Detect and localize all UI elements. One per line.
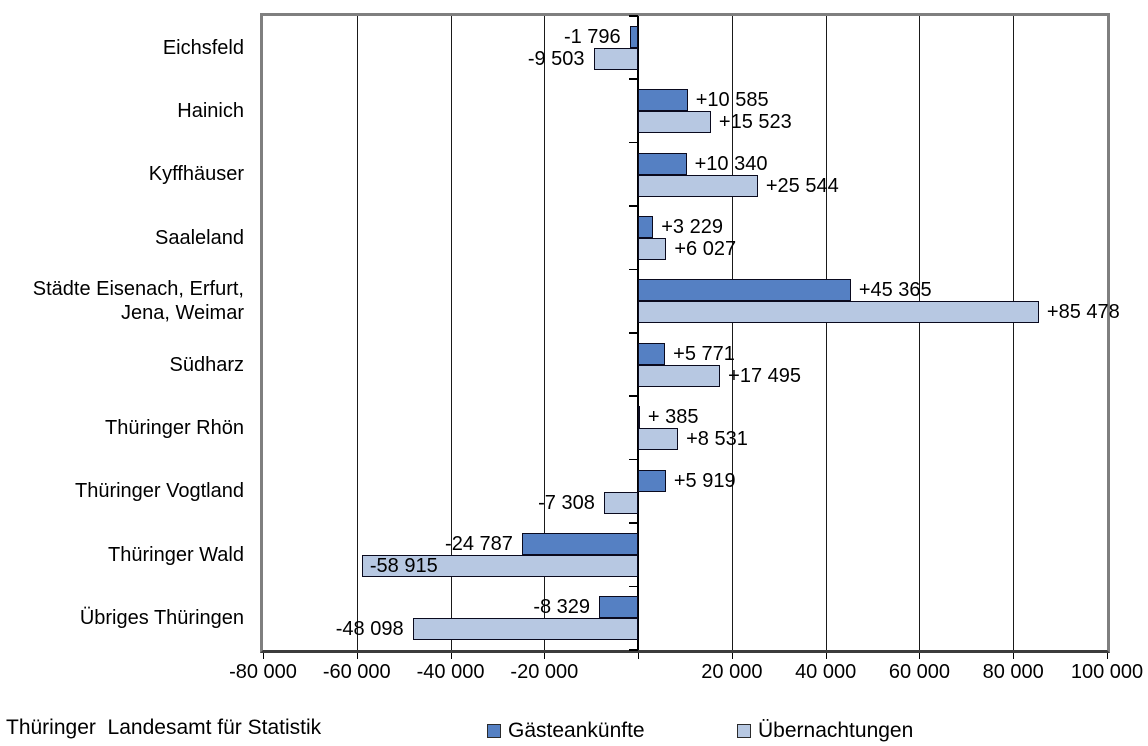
- x-axis-tick--60000: [356, 653, 358, 659]
- bar-label-gaesteankuenfte-6: + 385: [647, 406, 699, 429]
- bar-label-uebernachtungen-6: +8 531: [686, 428, 748, 451]
- x-axis-tick-label--60000: -60 000: [322, 661, 391, 683]
- bar-label-uebernachtungen-2: +25 544: [765, 174, 839, 197]
- category-axis-tick-3: [629, 205, 639, 207]
- category-label-5: Südharz: [169, 353, 245, 376]
- category-axis-tick-2: [629, 141, 639, 144]
- bar-uebernachtungen-5: [638, 364, 721, 387]
- legend-label-gaesteankuenfte: Gästeankünfte: [508, 719, 645, 742]
- category-axis-tick-0: [629, 15, 639, 17]
- x-axis-tick-100000: [1107, 653, 1108, 659]
- x-axis-tick-label-40000: 40 000: [795, 661, 857, 683]
- x-axis-tick-label--80000: -80 000: [229, 661, 297, 683]
- category-label-6: Thüringer Rhön: [105, 417, 244, 440]
- bar-label-gaesteankuenfte-5: +5 771: [673, 342, 735, 365]
- bar-uebernachtungen-7: [603, 491, 639, 514]
- bar-uebernachtungen-0: [593, 47, 639, 70]
- x-axis-tick-40000: [825, 653, 827, 659]
- category-axis-tick-1: [629, 78, 639, 80]
- gridline--60000: [356, 16, 358, 650]
- gridline-60000: [919, 16, 921, 650]
- bar-gaesteankuenfte-8: [521, 532, 639, 555]
- bar-gaesteankuenfte-1: [638, 89, 688, 112]
- bar-gaesteankuenfte-9: [599, 596, 639, 619]
- gridline-20000: [731, 16, 733, 650]
- bar-label-uebernachtungen-1: +15 523: [718, 111, 792, 134]
- category-label-2: Kyffhäuser: [148, 163, 244, 186]
- x-axis-tick-label-20000: 20 000: [701, 661, 763, 683]
- bar-uebernachtungen-9: [412, 618, 639, 641]
- category-label-9: Übriges Thüringen: [79, 607, 244, 630]
- category-label-4: Städte Eisenach, Erfurt, Jena, Weimar: [32, 278, 244, 325]
- gridline--20000: [544, 16, 546, 650]
- bar-label-gaesteankuenfte-0: -1 796: [563, 25, 621, 48]
- category-label-7: Thüringer Vogtland: [74, 480, 244, 503]
- bar-uebernachtungen-6: [638, 428, 679, 451]
- bar-gaesteankuenfte-3: [638, 215, 654, 238]
- bar-label-uebernachtungen-0: -9 503: [527, 47, 585, 70]
- category-axis-tick-7: [629, 458, 639, 461]
- x-axis-tick-60000: [919, 653, 921, 659]
- bar-label-uebernachtungen-8: -58 915: [369, 554, 438, 577]
- gridline-40000: [825, 16, 827, 650]
- category-axis-tick-5: [629, 332, 639, 334]
- x-axis-tick-label-80000: 80 000: [982, 661, 1044, 683]
- category-label-1: Hainich: [177, 100, 244, 123]
- bar-gaesteankuenfte-7: [638, 469, 666, 492]
- x-axis-tick--80000: [263, 653, 264, 659]
- bar-label-uebernachtungen-5: +17 495: [728, 364, 801, 387]
- legend-swatch-gaesteankuenfte-icon: [487, 724, 501, 738]
- category-label-8: Thüringer Wald: [108, 543, 244, 566]
- zero-axis-line: [637, 16, 640, 650]
- x-axis-tick-label-100000: 100 000: [1070, 661, 1144, 683]
- legend-swatch-uebernachtungen-icon: [737, 724, 751, 738]
- bar-uebernachtungen-2: [638, 174, 758, 197]
- bar-label-uebernachtungen-4: +85 478: [1046, 301, 1120, 324]
- category-axis-tick-10: [629, 649, 639, 651]
- category-axis-tick-6: [629, 395, 639, 397]
- x-axis-tick-0: [638, 653, 640, 659]
- bar-uebernachtungen-8: [361, 554, 639, 577]
- gridline-80000: [1013, 16, 1015, 650]
- bar-label-uebernachtungen-7: -7 308: [538, 491, 595, 514]
- legend-item-uebernachtungen: Übernachtungen: [737, 718, 913, 744]
- category-label-3: Saaleland: [155, 226, 244, 249]
- x-axis-tick-80000: [1013, 653, 1015, 659]
- category-axis-tick-4: [629, 268, 639, 271]
- bar-gaesteankuenfte-4: [638, 279, 851, 302]
- legend-label-uebernachtungen: Übernachtungen: [758, 719, 914, 742]
- bar-uebernachtungen-1: [638, 111, 711, 134]
- bar-label-uebernachtungen-9: -48 098: [335, 618, 404, 641]
- x-axis-tick-label--20000: -20 000: [510, 661, 579, 683]
- legend-item-gaesteankuenfte: Gästeankünfte: [487, 718, 645, 744]
- bar-label-gaesteankuenfte-1: +10 585: [695, 89, 769, 112]
- bar-label-gaesteankuenfte-2: +10 340: [694, 152, 768, 175]
- x-axis-tick-label--40000: -40 000: [416, 661, 485, 683]
- bar-gaesteankuenfte-0: [629, 25, 639, 48]
- bar-label-gaesteankuenfte-8: -24 787: [445, 532, 513, 555]
- bar-label-uebernachtungen-3: +6 027: [674, 237, 737, 260]
- x-axis-tick--40000: [450, 653, 452, 659]
- category-axis-tick-9: [629, 585, 639, 588]
- bar-gaesteankuenfte-6: [638, 406, 641, 429]
- bar-uebernachtungen-4: [638, 301, 1039, 324]
- bar-uebernachtungen-3: [638, 237, 667, 260]
- category-axis-tick-8: [629, 522, 639, 524]
- x-axis-tick-label-60000: 60 000: [888, 661, 951, 683]
- bar-label-gaesteankuenfte-4: +45 365: [858, 279, 932, 302]
- x-axis-tick-20000: [731, 653, 733, 659]
- bar-gaesteankuenfte-2: [638, 152, 687, 175]
- bar-label-gaesteankuenfte-9: -8 329: [533, 596, 591, 619]
- category-label-0: Eichsfeld: [162, 36, 244, 59]
- gridline--40000: [450, 16, 452, 650]
- x-axis-tick--20000: [544, 653, 546, 659]
- bar-gaesteankuenfte-5: [638, 342, 666, 365]
- bar-label-gaesteankuenfte-7: +5 919: [673, 469, 736, 492]
- bar-label-gaesteankuenfte-3: +3 229: [661, 215, 723, 238]
- source-text: Thüringer Landesamt für Statistik: [6, 716, 322, 739]
